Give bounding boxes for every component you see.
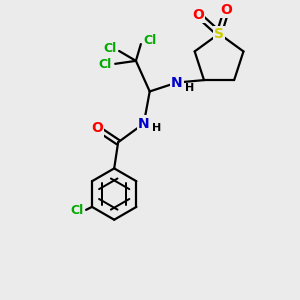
Text: O: O xyxy=(192,8,204,22)
Text: Cl: Cl xyxy=(143,34,156,46)
Text: Cl: Cl xyxy=(103,42,117,55)
Text: S: S xyxy=(214,27,224,41)
Text: O: O xyxy=(92,122,104,135)
Text: N: N xyxy=(171,76,183,90)
Text: Cl: Cl xyxy=(99,58,112,71)
Text: O: O xyxy=(220,3,232,17)
Text: H: H xyxy=(152,123,161,134)
Text: Cl: Cl xyxy=(70,204,84,217)
Text: H: H xyxy=(184,83,194,94)
Text: N: N xyxy=(138,116,150,130)
